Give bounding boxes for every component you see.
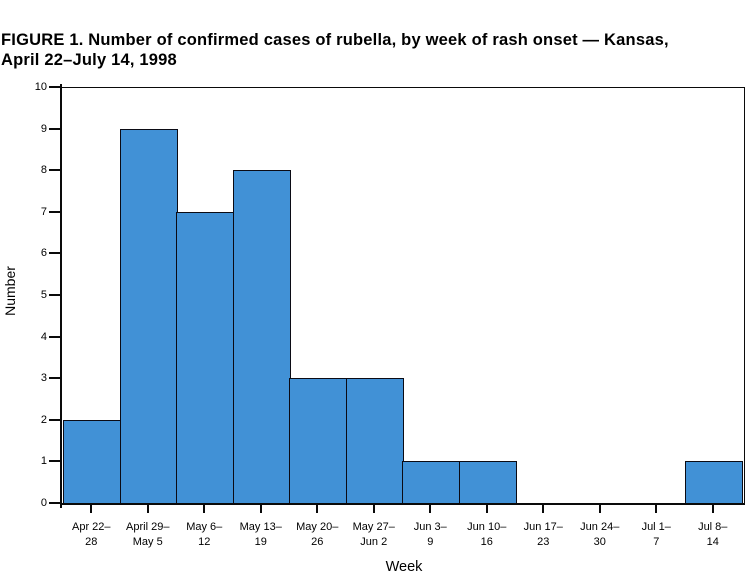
- x-tick-label-line1: Jul 8–: [698, 521, 728, 533]
- plot-top-border: [61, 87, 745, 88]
- histogram-bar-7: [402, 461, 460, 504]
- x-tick-label-1: Apr 22– 28: [45, 520, 137, 550]
- x-tick-label-4: May 13– 19: [215, 520, 307, 550]
- x-tick-label-line1: Jul 1–: [641, 521, 671, 533]
- x-tick-label-7: Jun 3– 9: [384, 520, 476, 550]
- x-tick-label-line1: April 29–: [126, 521, 170, 533]
- x-axis-line: [60, 503, 745, 505]
- x-axis-title: Week: [385, 559, 423, 575]
- x-tick-label-line1: Apr 22–: [71, 521, 111, 533]
- x-tick-label-line2: 28: [85, 536, 98, 548]
- x-tick-12: [711, 505, 714, 513]
- x-tick-label-12: Jul 8– 14: [667, 520, 748, 550]
- x-tick-label-line2: Jun 2: [360, 536, 388, 548]
- histogram-bar-12: [685, 461, 743, 504]
- x-tick-6: [372, 505, 375, 513]
- x-tick-7: [429, 505, 432, 513]
- y-tick-0: [49, 502, 60, 504]
- y-tick-6: [49, 252, 60, 255]
- x-tick-10: [598, 505, 601, 513]
- x-tick-8: [485, 505, 488, 513]
- x-tick-label-line2: 19: [254, 536, 267, 548]
- x-tick-label-line2: 26: [311, 536, 324, 548]
- x-tick-label-line2: 30: [593, 536, 606, 548]
- y-tick-3: [49, 377, 60, 380]
- y-tick-9: [49, 127, 60, 130]
- histogram-bar-4: [233, 170, 291, 504]
- x-tick-label-line2: May 5: [132, 536, 163, 548]
- x-tick-label-9: Jun 17– 23: [497, 520, 589, 550]
- x-tick-label-line2: 16: [480, 536, 493, 548]
- x-tick-11: [655, 505, 658, 513]
- y-axis-line: [60, 84, 62, 508]
- x-tick-label-line2: 9: [427, 536, 434, 548]
- y-tick-10: [49, 86, 60, 88]
- y-axis-title: Number: [2, 266, 18, 316]
- y-tick-label-0: 0: [40, 497, 47, 509]
- histogram-bar-3: [176, 211, 234, 504]
- x-tick-label-line2: 12: [198, 536, 211, 548]
- x-tick-label-line1: May 20–: [296, 521, 339, 533]
- y-tick-2: [49, 418, 60, 421]
- x-tick-label-line1: Jun 10–: [467, 521, 507, 533]
- x-tick-label-line2: 14: [706, 536, 719, 548]
- figure-title-line-1: FIGURE 1. Number of confirmed cases of r…: [1, 31, 669, 49]
- x-tick-4: [259, 505, 262, 513]
- y-tick-8: [49, 169, 60, 172]
- x-tick-1: [90, 505, 93, 513]
- x-tick-label-5: May 20– 26: [271, 520, 363, 550]
- y-tick-label-2: 2: [40, 413, 47, 426]
- x-tick-3: [203, 505, 206, 513]
- histogram-bar-8: [459, 461, 517, 504]
- x-tick-2: [146, 505, 149, 513]
- x-tick-label-line1: May 13–: [239, 521, 282, 533]
- x-tick-label-line1: Jun 3–: [413, 521, 447, 533]
- x-tick-5: [316, 505, 319, 513]
- x-tick-label-8: Jun 10– 16: [441, 520, 533, 550]
- x-tick-label-line2: 7: [653, 536, 660, 548]
- x-tick-label-6: May 27– Jun 2: [328, 520, 420, 550]
- y-tick-label-1: 1: [40, 455, 47, 468]
- y-tick-label-8: 8: [40, 164, 47, 177]
- figure-title-line-2: April 22–July 14, 1998: [1, 51, 177, 69]
- x-tick-label-line1: Jun 17–: [523, 521, 563, 533]
- figure-title: FIGURE 1. Number of confirmed cases of r…: [1, 30, 748, 70]
- y-tick-label-9: 9: [40, 122, 47, 135]
- y-tick-label-7: 7: [40, 205, 47, 218]
- x-tick-label-10: Jun 24– 30: [554, 520, 646, 550]
- x-tick-9: [542, 505, 545, 513]
- y-tick-label-4: 4: [40, 330, 47, 343]
- histogram-bar-1: [63, 419, 121, 504]
- y-tick-label-10: 10: [34, 81, 47, 93]
- histogram-bar-5: [289, 378, 347, 504]
- y-tick-label-3: 3: [40, 372, 47, 385]
- x-tick-label-line2: 23: [537, 536, 550, 548]
- y-tick-label-5: 5: [40, 289, 47, 301]
- x-tick-label-line1: May 27–: [352, 521, 395, 533]
- x-tick-label-11: Jul 1– 7: [610, 520, 702, 550]
- y-tick-5: [49, 294, 60, 296]
- y-tick-label-6: 6: [40, 247, 47, 260]
- y-tick-7: [49, 210, 60, 213]
- histogram-bar-2: [120, 128, 178, 504]
- y-tick-4: [49, 335, 60, 338]
- x-tick-label-line1: Jun 24–: [580, 521, 620, 533]
- x-tick-label-3: May 6– 12: [158, 520, 250, 550]
- x-tick-label-line1: May 6–: [186, 521, 223, 533]
- x-tick-label-2: April 29– May 5: [102, 520, 194, 550]
- plot-right-border: [744, 87, 745, 505]
- y-tick-1: [49, 460, 60, 463]
- histogram-bar-6: [346, 378, 404, 504]
